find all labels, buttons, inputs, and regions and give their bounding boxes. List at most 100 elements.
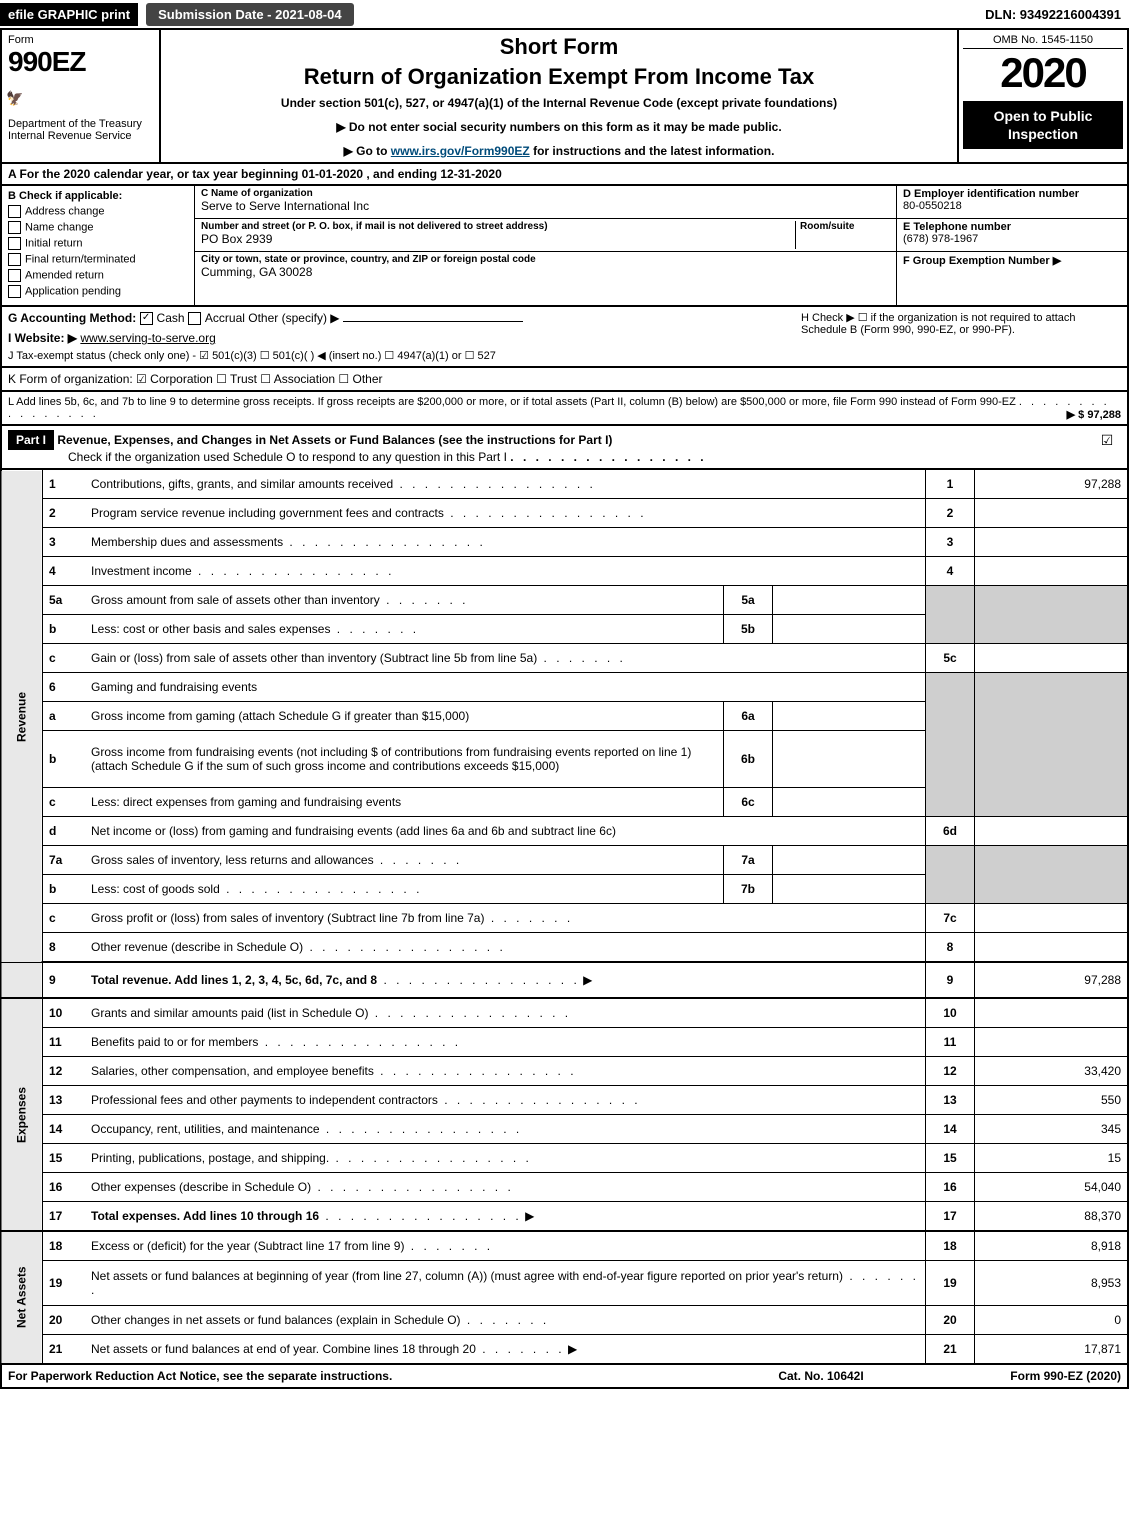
line-8-amt (975, 933, 1129, 963)
side-label-expenses: Expenses (1, 998, 43, 1231)
line-7a-subamt (773, 846, 926, 875)
header-right: OMB No. 1545-1150 2020 Open to Public In… (957, 30, 1127, 162)
part1-lines-table: Revenue 1 Contributions, gifts, grants, … (0, 470, 1129, 1365)
line-6b-desc: Gross income from fundraising events (no… (91, 745, 691, 773)
chk-address-change[interactable]: Address change (8, 205, 188, 218)
line-15-desc: Printing, publications, postage, and shi… (91, 1151, 329, 1165)
chk-accrual[interactable]: Accrual (188, 311, 245, 325)
efile-label: efile GRAPHIC print (0, 3, 138, 26)
line-7c-desc: Gross profit or (loss) from sales of inv… (91, 911, 484, 925)
part1-label: Part I (8, 430, 54, 450)
dept-irs: Internal Revenue Service (8, 130, 153, 142)
chk-name-change[interactable]: Name change (8, 221, 188, 234)
chk-initial-return[interactable]: Initial return (8, 237, 188, 250)
j-tax-exempt-status: J Tax-exempt status (check only one) - ☑… (8, 349, 801, 362)
l-gross-receipts: L Add lines 5b, 6c, and 7b to line 9 to … (0, 392, 1129, 426)
line-6d-desc: Net income or (loss) from gaming and fun… (91, 824, 616, 838)
line-17-rn: 17 (926, 1202, 975, 1232)
gh-block: G Accounting Method: ✓Cash Accrual Other… (0, 307, 1129, 368)
line-2-no: 2 (43, 499, 86, 528)
do-not-enter-text: ▶ Do not enter social security numbers o… (171, 120, 947, 134)
line-19-amt: 8,953 (975, 1261, 1129, 1306)
line-2-desc: Program service revenue including govern… (91, 506, 444, 520)
k-form-of-org: K Form of organization: ☑ Corporation ☐ … (0, 368, 1129, 392)
dept-treasury: Department of the Treasury (8, 118, 153, 130)
group-exemption-label: F Group Exemption Number ▶ (903, 254, 1121, 267)
line-5b-no: b (43, 615, 86, 644)
line-6d-no: d (43, 817, 86, 846)
shaded-7ab-amt (975, 846, 1129, 904)
line-20-amt: 0 (975, 1306, 1129, 1335)
footer-form-ref: Form 990-EZ (2020) (921, 1369, 1121, 1383)
part1-header-row: Part I Revenue, Expenses, and Changes in… (0, 426, 1129, 470)
goto-link[interactable]: www.irs.gov/Form990EZ (391, 144, 530, 158)
tel-value: (678) 978-1967 (903, 233, 1121, 245)
line-3-rn: 3 (926, 528, 975, 557)
h-check-text: H Check ▶ ☐ if the organization is not r… (801, 311, 1121, 362)
line-11-no: 11 (43, 1028, 86, 1057)
line-6b-subamt (773, 731, 926, 788)
goto-pre: ▶ Go to (344, 144, 391, 158)
header-center: Short Form Return of Organization Exempt… (161, 30, 957, 162)
under-section-text: Under section 501(c), 527, or 4947(a)(1)… (171, 96, 947, 110)
tax-year: 2020 (963, 49, 1123, 97)
website-value[interactable]: www.serving-to-serve.org (80, 331, 215, 345)
entity-block: B Check if applicable: Address change Na… (0, 186, 1129, 307)
line-16-rn: 16 (926, 1173, 975, 1202)
line-7b-subamt (773, 875, 926, 904)
line-4-amt (975, 557, 1129, 586)
line-5c-no: c (43, 644, 86, 673)
line-11-amt (975, 1028, 1129, 1057)
chk-application-pending[interactable]: Application pending (8, 285, 188, 298)
line-4-rn: 4 (926, 557, 975, 586)
line-10-rn: 10 (926, 998, 975, 1028)
chk-cash[interactable]: ✓Cash (140, 311, 185, 325)
chk-final-return[interactable]: Final return/terminated (8, 253, 188, 266)
line-3-amt (975, 528, 1129, 557)
line-5b-subamt (773, 615, 926, 644)
row-a-tax-year: A For the 2020 calendar year, or tax yea… (0, 164, 1129, 186)
part1-checkbox[interactable]: ☑ (1087, 426, 1127, 449)
form-word: Form (8, 34, 153, 46)
chk-amended-return[interactable]: Amended return (8, 269, 188, 282)
line-7b-no: b (43, 875, 86, 904)
line-18-rn: 18 (926, 1231, 975, 1261)
tel-label: E Telephone number (903, 221, 1121, 233)
line-7a-sub: 7a (724, 846, 773, 875)
form-number: 990EZ (8, 46, 153, 78)
shaded-7ab (926, 846, 975, 904)
line-1-amt: 97,288 (975, 470, 1129, 499)
open-to-public-badge: Open to Public Inspection (963, 101, 1123, 149)
part1-check-line: Check if the organization used Schedule … (68, 450, 507, 464)
chk-other-method[interactable]: Other (specify) ▶ (248, 311, 339, 325)
footer-paperwork-notice: For Paperwork Reduction Act Notice, see … (8, 1369, 721, 1383)
line-7c-no: c (43, 904, 86, 933)
website-label: I Website: ▶ (8, 331, 77, 345)
line-6c-no: c (43, 788, 86, 817)
dln-label: DLN: 93492216004391 (985, 7, 1129, 22)
return-title: Return of Organization Exempt From Incom… (171, 64, 947, 90)
ein-value: 80-0550218 (903, 200, 1121, 212)
line-7c-rn: 7c (926, 904, 975, 933)
ein-label: D Employer identification number (903, 188, 1121, 200)
form-header: Form 990EZ 🦅 Department of the Treasury … (0, 30, 1129, 164)
line-5b-sub: 5b (724, 615, 773, 644)
line-5c-amt (975, 644, 1129, 673)
line-12-desc: Salaries, other compensation, and employ… (91, 1064, 374, 1078)
line-6a-subamt (773, 702, 926, 731)
side-label-revenue: Revenue (1, 470, 43, 962)
line-9-no: 9 (43, 962, 86, 998)
line-11-desc: Benefits paid to or for members (91, 1035, 258, 1049)
top-bar: efile GRAPHIC print Submission Date - 20… (0, 0, 1129, 30)
line-6c-desc: Less: direct expenses from gaming and fu… (91, 795, 401, 809)
line-14-no: 14 (43, 1115, 86, 1144)
line-5a-subamt (773, 586, 926, 615)
short-form-title: Short Form (171, 34, 947, 60)
side-label-revenue-end (1, 962, 43, 998)
l-amount: ▶ $ 97,288 (1067, 408, 1121, 421)
line-1-rn: 1 (926, 470, 975, 499)
g-accounting-label: G Accounting Method: (8, 311, 136, 325)
line-7a-no: 7a (43, 846, 86, 875)
street-label: Number and street (or P. O. box, if mail… (201, 221, 795, 232)
line-16-amt: 54,040 (975, 1173, 1129, 1202)
